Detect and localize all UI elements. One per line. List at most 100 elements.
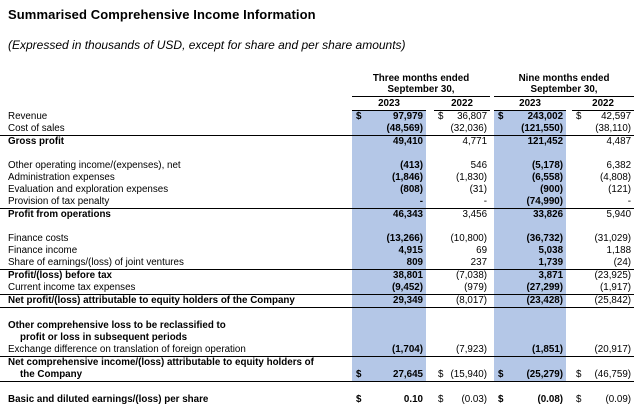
value-cell: (25,842) [572, 294, 635, 308]
currency-symbol: $ [576, 111, 582, 122]
value-cell: $ (0.03) [434, 394, 490, 406]
column-gap [426, 332, 434, 344]
currency-symbol: $ [498, 369, 504, 380]
amount: (46,759) [594, 369, 632, 380]
amount: (10,800) [450, 233, 488, 244]
table-row: Revenue $97,979 $36,807 $243,002 $42,597 [0, 110, 634, 123]
value-cell [352, 221, 426, 233]
currency-symbol: $ [498, 111, 504, 122]
column-gap [566, 208, 573, 221]
period-group-line1: Three months ended [372, 73, 470, 84]
column-gap [426, 245, 434, 257]
amount: (23,925) [594, 270, 632, 281]
value-cell: 121,452 [494, 135, 567, 148]
amount: 0.10 [403, 394, 423, 405]
column-gap [426, 135, 434, 148]
value-cell: (27,299) [494, 282, 567, 295]
column-gap [426, 208, 434, 221]
value-cell: 29,349 [352, 294, 426, 308]
value-cell: 237 [434, 257, 490, 270]
column-gap [426, 172, 434, 184]
column-gap [566, 356, 573, 369]
value-cell: (1,704) [352, 344, 426, 357]
row-label: Net profit/(loss) attributable to equity… [0, 294, 352, 308]
spacer-row [0, 148, 634, 160]
value-cell [572, 148, 634, 160]
value-cell: (48,569) [352, 123, 426, 136]
value-cell: $27,645 [352, 369, 426, 382]
value-cell: (6,558) [494, 172, 567, 184]
value-cell: 4,771 [434, 135, 491, 148]
amount: (25,842) [594, 295, 632, 306]
column-gap [426, 282, 434, 295]
value-cell: $ (25,279) [494, 369, 567, 382]
amount: (900) [540, 184, 564, 195]
column-gap [426, 196, 434, 209]
period-group-three-months: Three months ended September 30, [352, 73, 491, 97]
amount: 546 [470, 160, 488, 171]
value-cell: $243,002 [494, 110, 567, 123]
value-cell: (10,800) [434, 233, 490, 245]
table-row: Provision of tax penalty - - (74,990) - [0, 196, 634, 209]
value-cell [352, 332, 426, 344]
value-cell: (1,830) [434, 172, 490, 184]
row-label: Other operating income/(expenses), net [8, 160, 181, 171]
row-label [0, 308, 352, 321]
value-cell: - [434, 196, 490, 209]
currency-symbol: $ [576, 369, 582, 380]
column-gap [566, 269, 573, 282]
value-cell: (4,808) [572, 172, 634, 184]
amount: - [627, 196, 632, 207]
column-gap [426, 160, 434, 172]
column-gap [426, 123, 434, 136]
amount: (1,830) [455, 172, 488, 183]
amount: 3,456 [462, 209, 488, 220]
amount: 69 [476, 245, 488, 256]
amount: (7,923) [455, 344, 488, 355]
period-group-line2: September 30, [387, 84, 455, 95]
value-cell: (7,038) [434, 269, 491, 282]
value-cell: 5,038 [494, 245, 567, 257]
amount: (0.09) [605, 394, 632, 405]
amount: 4,915 [398, 245, 423, 256]
table-row: Other operating income/(expenses), net (4… [0, 160, 634, 172]
column-gap [426, 269, 434, 282]
table-row: profit or loss in subsequent periods [0, 332, 634, 344]
column-gap [566, 135, 573, 148]
amount: 27,645 [393, 369, 423, 380]
row-label: Current income tax expenses [8, 282, 136, 293]
period-group-nine-months: Nine months ended September 30, [494, 73, 635, 97]
amount: (6,558) [531, 172, 564, 183]
amount: (31) [469, 184, 488, 195]
table-row: Basic and diluted earnings/(loss) per sh… [0, 394, 634, 406]
column-gap [426, 320, 434, 332]
amount: (31,029) [594, 233, 632, 244]
value-cell: (74,990) [494, 196, 567, 209]
value-cell: 5,940 [572, 208, 635, 221]
value-cell: 4,487 [572, 135, 635, 148]
amount: (7,038) [455, 270, 488, 281]
value-cell: 69 [434, 245, 490, 257]
currency-symbol: $ [356, 394, 362, 405]
amount: 121,452 [527, 136, 564, 147]
value-cell: - [572, 196, 634, 209]
amount: (15,940) [450, 369, 488, 380]
value-cell [572, 320, 634, 332]
value-cell: (7,923) [434, 344, 490, 357]
value-cell: (23,428) [494, 294, 567, 308]
value-cell [434, 356, 491, 369]
value-cell: 1,188 [572, 245, 634, 257]
value-cell: (1,917) [572, 282, 634, 295]
row-label: profit or loss in subsequent periods [20, 332, 188, 343]
table-row: Finance income 4,915 69 5,038 1,188 [0, 245, 634, 257]
value-cell: $0.10 [352, 394, 426, 406]
value-cell [494, 356, 567, 369]
value-cell: 809 [352, 257, 426, 270]
value-cell: $ (0.09) [572, 394, 634, 406]
value-cell: (13,266) [352, 233, 426, 245]
row-label: Revenue [8, 111, 48, 122]
amount: (38,110) [595, 123, 632, 134]
table-row: Net profit/(loss) attributable to equity… [0, 294, 635, 308]
table-row: Cost of sales (48,569) (32,036) (121,550) (3… [0, 123, 634, 136]
amount: (121,550) [521, 123, 564, 134]
